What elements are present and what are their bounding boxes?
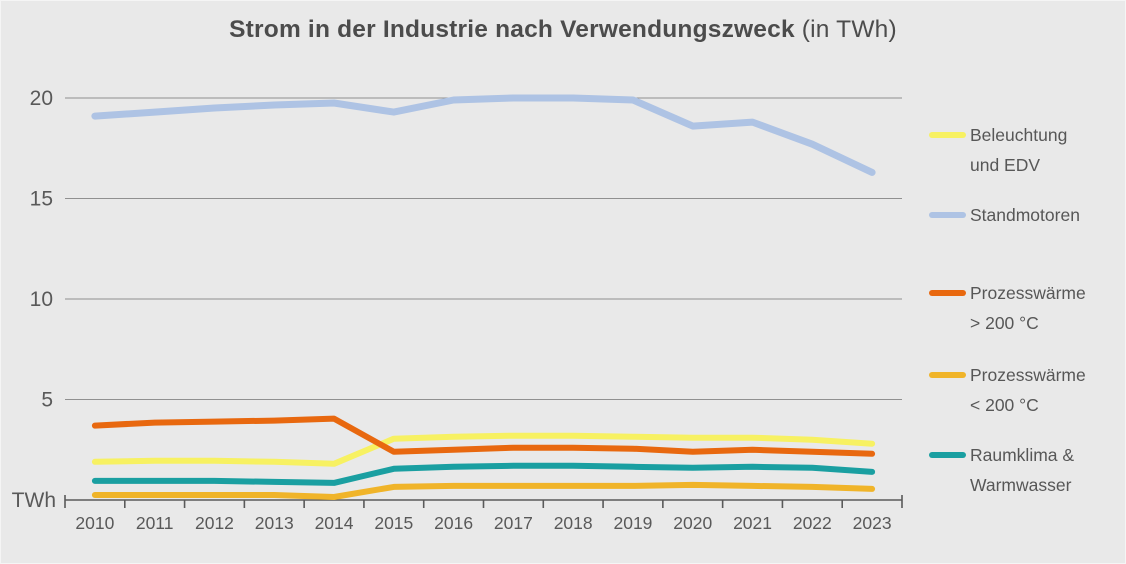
legend-swatch [929,212,966,218]
x-tick-label: 2022 [793,513,832,533]
x-tick-label: 2016 [434,513,473,533]
series-line-raumklima-warmwasser [91,462,876,486]
legend-swatch [929,290,966,296]
x-tick-label: 2011 [136,513,174,533]
chart-title-unit: (in TWh) [794,16,897,43]
legend-swatch [929,132,966,138]
series-line-prozessw-rme-200-c [91,481,876,500]
legend-swatch [929,452,966,458]
y-tick-label: 20 [30,87,53,110]
legend-item: Prozesswärme > 200 °C [929,278,1119,338]
legend-item: Beleuchtung und EDV [929,120,1119,180]
y-tick-label: 5 [41,389,53,412]
legend-label: Standmotoren [970,205,1080,225]
x-tick-label: 2018 [554,513,593,533]
x-tick-label: 2013 [255,513,294,533]
x-tick-label: 2017 [494,513,533,533]
legend-item: Raumklima & Warmwasser [929,440,1119,500]
series-line-standmotoren [91,94,876,176]
chart-title: Strom in der Industrie nach Verwendungsz… [1,16,1125,44]
series-line-prozessw-rme-200-c [91,415,876,457]
x-tick-label: 2019 [613,513,652,533]
legend-item: Standmotoren [929,200,1119,230]
legend-item: Prozesswärme < 200 °C [929,360,1119,420]
legend-label: Beleuchtung und EDV [970,125,1068,175]
legend-swatch [929,372,966,378]
legend-label: Prozesswärme < 200 °C [970,365,1086,415]
x-tick-label: 2012 [195,513,234,533]
y-tick-label: 15 [30,188,53,211]
legend-label: Prozesswärme > 200 °C [970,283,1086,333]
x-tick-label: 2020 [673,513,712,533]
x-tick-label: 2014 [315,513,354,533]
legend: Beleuchtung und EDV Standmotoren Prozesswä… [929,120,1119,500]
series-line-beleuchtung-und-edv [91,432,876,467]
x-tick-label: 2015 [374,513,413,533]
y-tick-label: 10 [30,288,53,311]
y-axis-unit-label: TWh [12,489,56,512]
chart-title-main: Strom in der Industrie nach Verwendungsz… [229,16,795,43]
legend-label: Raumklima & Warmwasser [970,445,1075,495]
x-tick-label: 2010 [75,513,114,533]
x-tick-label: 2023 [853,513,892,533]
x-tick-label: 2021 [733,513,772,533]
